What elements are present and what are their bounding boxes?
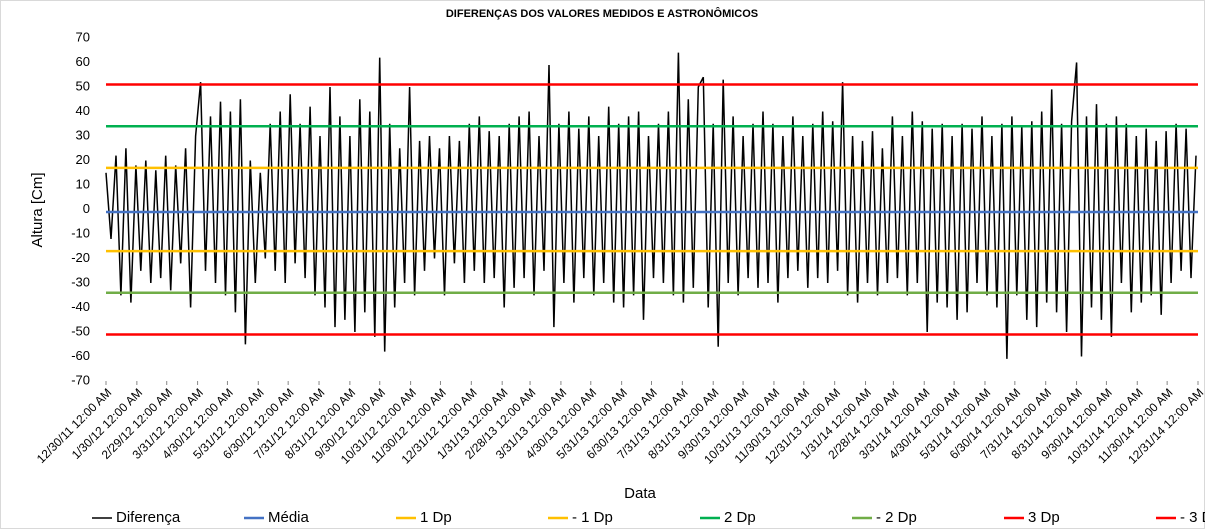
y-tick-label: 0 <box>83 201 90 216</box>
legend-label: Diferença <box>116 509 181 526</box>
y-tick-label: 30 <box>76 127 90 142</box>
y-tick-label: -40 <box>71 299 90 314</box>
y-tick-label: 10 <box>76 176 90 191</box>
y-tick-label: 50 <box>76 78 90 93</box>
y-tick-label: -30 <box>71 274 90 289</box>
y-tick-label: 20 <box>76 152 90 167</box>
legend-label: - 1 Dp <box>572 509 613 526</box>
y-tick-label: -50 <box>71 323 90 338</box>
legend-label: - 3 Dp <box>1180 509 1205 526</box>
y-tick-label: -70 <box>71 372 90 387</box>
y-tick-label: 60 <box>76 54 90 69</box>
x-axis-label: Data <box>624 485 656 502</box>
legend-label: 1 Dp <box>420 509 452 526</box>
legend-label: 2 Dp <box>724 509 756 526</box>
chart-title: DIFERENÇAS DOS VALORES MEDIDOS E ASTRONÔ… <box>446 7 758 20</box>
y-tick-label: 40 <box>76 103 90 118</box>
y-tick-label: -60 <box>71 348 90 363</box>
data-line <box>105 52 1197 359</box>
legend-label: Média <box>268 509 310 526</box>
legend-label: 3 Dp <box>1028 509 1060 526</box>
y-axis-label: Altura [Cm] <box>29 172 46 247</box>
y-tick-label: 70 <box>76 29 90 44</box>
legend-label: - 2 Dp <box>876 509 917 526</box>
y-tick-label: -20 <box>71 250 90 265</box>
y-tick-label: -10 <box>71 225 90 240</box>
